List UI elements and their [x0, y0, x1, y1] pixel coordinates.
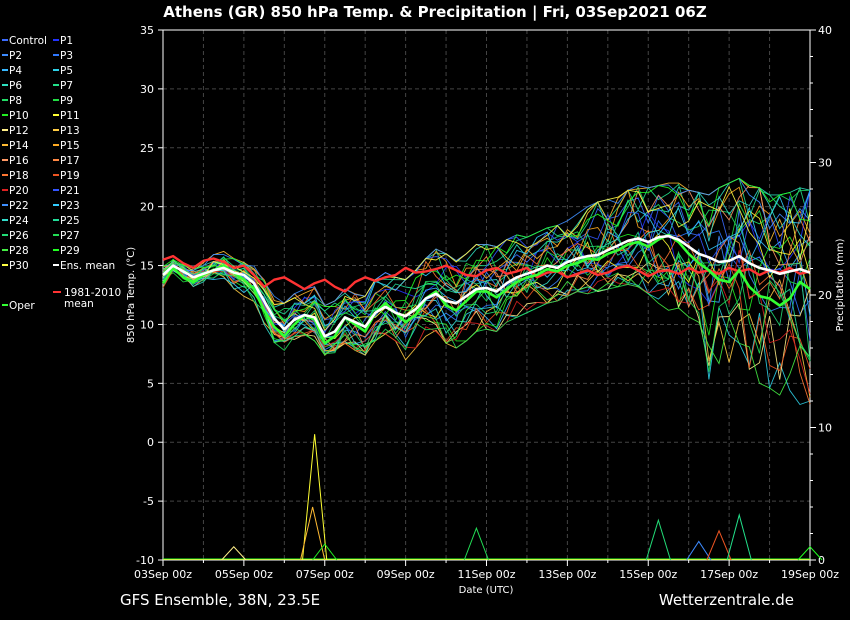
legend-label: P26	[9, 230, 29, 242]
chart-title: Athens (GR) 850 hPa Temp. & Precipitatio…	[163, 3, 707, 22]
legend-label: P22	[9, 200, 29, 212]
legend-label: P28	[9, 245, 29, 257]
member-line-p23	[162, 190, 811, 327]
y2-tick-label: 20	[818, 289, 832, 302]
x-tick-label: 19Sep 00z	[781, 568, 839, 581]
legend-label: P16	[9, 155, 29, 167]
grid-lines	[163, 30, 810, 560]
x-tick-label: 07Sep 00z	[296, 568, 354, 581]
precipitation-series	[163, 434, 823, 561]
x-tick-label: 17Sep 00z	[700, 568, 758, 581]
precip-spike	[645, 518, 671, 561]
legend-label: P9	[60, 95, 73, 107]
y2-tick-label: 40	[818, 24, 832, 37]
y-tick-label: -10	[136, 554, 154, 567]
legend-label: P29	[60, 245, 80, 257]
legend-label: P1	[60, 35, 73, 47]
y-tick-label: 25	[140, 142, 154, 155]
legend-label: P5	[60, 65, 73, 77]
legend-label: P11	[60, 110, 80, 122]
y-tick-label: 5	[147, 377, 154, 390]
legend-label: P15	[60, 140, 80, 152]
x-tick-label: 05Sep 00z	[215, 568, 273, 581]
y-tick-label: 10	[140, 318, 154, 331]
y-tick-label: -5	[143, 495, 154, 508]
legend-label: Oper	[9, 300, 35, 312]
legend-label: P21	[60, 185, 80, 197]
member-line-p18	[162, 221, 811, 405]
legend-label: P24	[9, 215, 29, 227]
legend-label: P30	[9, 260, 29, 272]
legend-label: 1981-2010 mean	[64, 287, 121, 310]
legend-label: Ens. mean	[60, 260, 115, 272]
member-line-p30	[162, 185, 811, 332]
y-tick-label: 35	[140, 24, 154, 37]
legend-label: P27	[60, 230, 80, 242]
member-line-p22	[162, 177, 811, 307]
legend-label: P13	[60, 125, 80, 137]
y-tick-label: 30	[140, 83, 154, 96]
x-tick-label: 11Sep 00z	[458, 568, 516, 581]
x-tick-label: 03Sep 00z	[134, 568, 192, 581]
legend-label: P23	[60, 200, 80, 212]
footer-source: Wetterzentrale.de	[659, 591, 794, 609]
y2-tick-label: 30	[818, 157, 832, 170]
legend-label: P17	[60, 155, 80, 167]
footer-model: GFS Ensemble, 38N, 23.5E	[120, 591, 320, 609]
member-line-p28	[162, 264, 811, 396]
precip-spike	[302, 434, 328, 561]
y-tick-label: 0	[147, 436, 154, 449]
legend-label: P18	[9, 170, 29, 182]
legend: Control P1 P2 P3 P4 P5 P6 P7 P8 P9 P10 P11 P12 P13 P14…	[2, 35, 121, 312]
y2-tick-label: 0	[818, 554, 825, 567]
x-axis-label: Date (UTC)	[459, 585, 514, 596]
precip-spike	[706, 529, 732, 561]
legend-label: P25	[60, 215, 80, 227]
precip-spike	[221, 546, 247, 561]
ens-mean-line	[162, 234, 811, 338]
x-tick-label: 15Sep 00z	[619, 568, 677, 581]
legend-label: P6	[9, 80, 22, 92]
y-axis-left: 35 30 25 20 15 10 5 0 -5 -10	[136, 24, 163, 567]
y-axis-label: 850 hPa Temp. (°C)	[126, 247, 137, 343]
legend-label: P14	[9, 140, 29, 152]
legend-label: P10	[9, 110, 29, 122]
oper-line	[161, 233, 811, 345]
legend-label: P8	[9, 95, 22, 107]
precip-spike	[300, 506, 326, 561]
legend-label: P3	[60, 50, 73, 62]
precip-spike	[797, 546, 823, 561]
x-tick-label: 09Sep 00z	[377, 568, 435, 581]
legend-label: P2	[9, 50, 22, 62]
climatology-mean-line	[162, 254, 811, 293]
main-series	[161, 233, 811, 345]
member-line-p25	[162, 222, 811, 359]
precip-spike	[312, 543, 338, 561]
precip-spike	[686, 540, 712, 561]
y2-tick-label: 10	[818, 422, 832, 435]
x-tick-label: 13Sep 00z	[538, 568, 596, 581]
legend-label: P12	[9, 125, 29, 137]
precip-spike	[463, 526, 489, 561]
precip-spike	[726, 513, 752, 561]
legend-label: P20	[9, 185, 29, 197]
legend-label: P19	[60, 170, 80, 182]
legend-label: P7	[60, 80, 73, 92]
legend-label: Control	[9, 35, 47, 47]
y-tick-label: 15	[140, 260, 154, 273]
legend-label: P4	[9, 65, 22, 77]
y2-axis-label: Precipitation (mm)	[835, 238, 846, 331]
y-tick-label: 20	[140, 201, 154, 214]
x-axis: 03Sep 00z 05Sep 00z 07Sep 00z 09Sep 00z 11Se…	[134, 560, 839, 581]
y-axis-right: 40 30 20 10 0	[810, 24, 832, 567]
member-line-p8	[162, 186, 811, 341]
